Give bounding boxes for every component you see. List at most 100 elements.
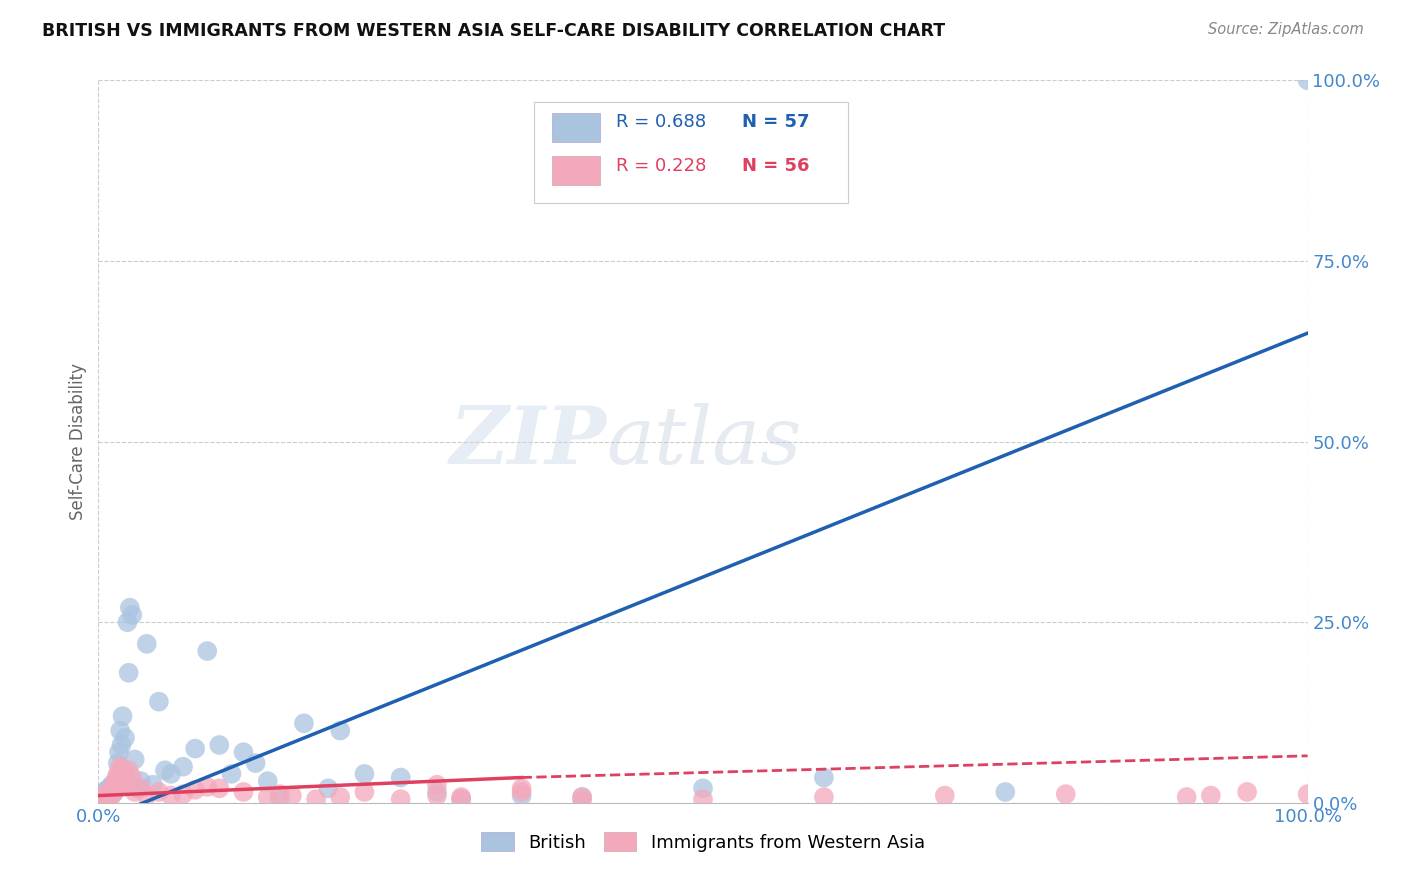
Point — [1236, 785, 1258, 799]
Point — [426, 789, 449, 803]
Point — [108, 760, 131, 774]
Point — [148, 785, 170, 799]
Text: R = 0.228: R = 0.228 — [616, 156, 706, 175]
Point — [172, 787, 194, 801]
Text: N = 56: N = 56 — [742, 156, 810, 175]
Point — [135, 789, 157, 803]
Point — [1054, 787, 1077, 801]
Point — [160, 767, 183, 781]
Point — [208, 738, 231, 752]
Point — [329, 790, 352, 805]
Point — [221, 767, 243, 781]
Point — [172, 760, 194, 774]
Point — [104, 774, 127, 789]
Point — [110, 738, 132, 752]
Point — [1199, 789, 1222, 803]
Point — [90, 790, 112, 805]
Point — [450, 790, 472, 805]
Point — [100, 781, 122, 796]
Point — [121, 771, 143, 785]
Point — [571, 790, 593, 805]
FancyBboxPatch shape — [551, 112, 600, 142]
Point — [510, 785, 533, 799]
Point — [90, 792, 112, 806]
Point — [127, 781, 149, 796]
Point — [118, 764, 141, 778]
Point — [114, 774, 136, 789]
Text: R = 0.688: R = 0.688 — [616, 113, 706, 131]
Point — [97, 788, 120, 802]
Point — [111, 709, 134, 723]
Point — [112, 767, 135, 781]
Point — [450, 792, 472, 806]
Point — [450, 792, 472, 806]
Point — [208, 781, 231, 796]
Point — [91, 787, 114, 801]
Point — [135, 637, 157, 651]
Point — [104, 778, 127, 792]
Point — [813, 790, 835, 805]
Point — [934, 789, 956, 803]
Text: atlas: atlas — [606, 403, 801, 480]
Point — [89, 792, 111, 806]
Point — [245, 756, 267, 770]
Point — [91, 791, 114, 805]
Point — [98, 785, 121, 799]
Point — [184, 741, 207, 756]
Point — [195, 644, 218, 658]
FancyBboxPatch shape — [551, 156, 600, 185]
Point — [101, 786, 124, 800]
Point — [153, 764, 176, 778]
Point — [100, 786, 122, 800]
Point — [184, 782, 207, 797]
Point — [571, 794, 593, 808]
Point — [510, 789, 533, 803]
Point — [101, 783, 124, 797]
Point — [103, 786, 125, 800]
Text: N = 57: N = 57 — [742, 113, 810, 131]
Point — [100, 790, 122, 805]
Point — [510, 781, 533, 796]
Point — [93, 789, 115, 803]
Text: BRITISH VS IMMIGRANTS FROM WESTERN ASIA SELF-CARE DISABILITY CORRELATION CHART: BRITISH VS IMMIGRANTS FROM WESTERN ASIA … — [42, 22, 945, 40]
Point — [111, 778, 134, 792]
Point — [1296, 73, 1319, 87]
Point — [1296, 787, 1319, 801]
Point — [117, 615, 139, 630]
Point — [114, 731, 136, 745]
Point — [426, 785, 449, 799]
Point — [89, 794, 111, 808]
Point — [98, 781, 121, 796]
Point — [118, 665, 141, 680]
Point — [292, 716, 315, 731]
Point — [93, 785, 115, 799]
Point — [105, 780, 128, 794]
Point — [269, 787, 291, 801]
Point — [124, 752, 146, 766]
Point — [124, 785, 146, 799]
Point — [389, 771, 412, 785]
Point — [108, 745, 131, 759]
Point — [353, 785, 375, 799]
Text: Source: ZipAtlas.com: Source: ZipAtlas.com — [1208, 22, 1364, 37]
Point — [91, 793, 114, 807]
Point — [118, 600, 141, 615]
Point — [108, 774, 131, 789]
Point — [115, 771, 138, 785]
Point — [269, 792, 291, 806]
Point — [100, 778, 122, 792]
Point — [97, 789, 120, 804]
Point — [121, 607, 143, 622]
Point — [110, 764, 132, 778]
Point — [281, 789, 304, 803]
Point — [195, 780, 218, 794]
Legend: British, Immigrants from Western Asia: British, Immigrants from Western Asia — [474, 825, 932, 859]
Point — [96, 782, 118, 797]
Point — [129, 774, 152, 789]
Point — [96, 787, 118, 801]
Point — [1175, 790, 1198, 805]
Point — [353, 767, 375, 781]
Point — [107, 767, 129, 781]
Point — [305, 792, 328, 806]
Point — [142, 778, 165, 792]
